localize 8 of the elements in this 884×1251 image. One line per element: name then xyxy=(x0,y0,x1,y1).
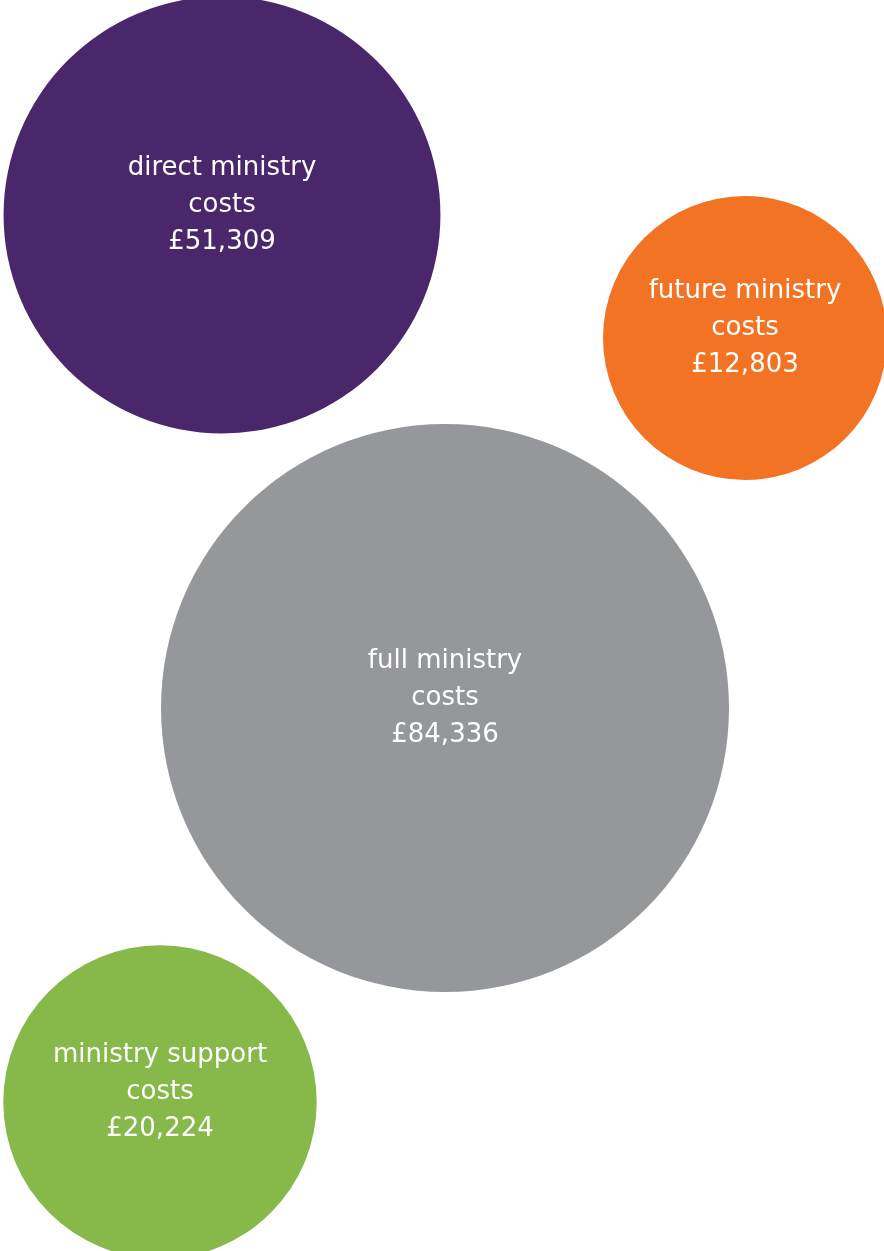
category-label: ministry support costs xyxy=(52,1037,268,1105)
data-label: £84,336 xyxy=(391,717,499,748)
data-label: £51,309 xyxy=(168,224,276,255)
category-label: future ministry costs xyxy=(648,273,842,341)
category-label: direct ministry costs xyxy=(127,150,317,218)
data-label: £20,224 xyxy=(106,1111,214,1142)
data-label: £12,803 xyxy=(691,347,799,378)
category-label: full ministry costs xyxy=(367,643,523,711)
